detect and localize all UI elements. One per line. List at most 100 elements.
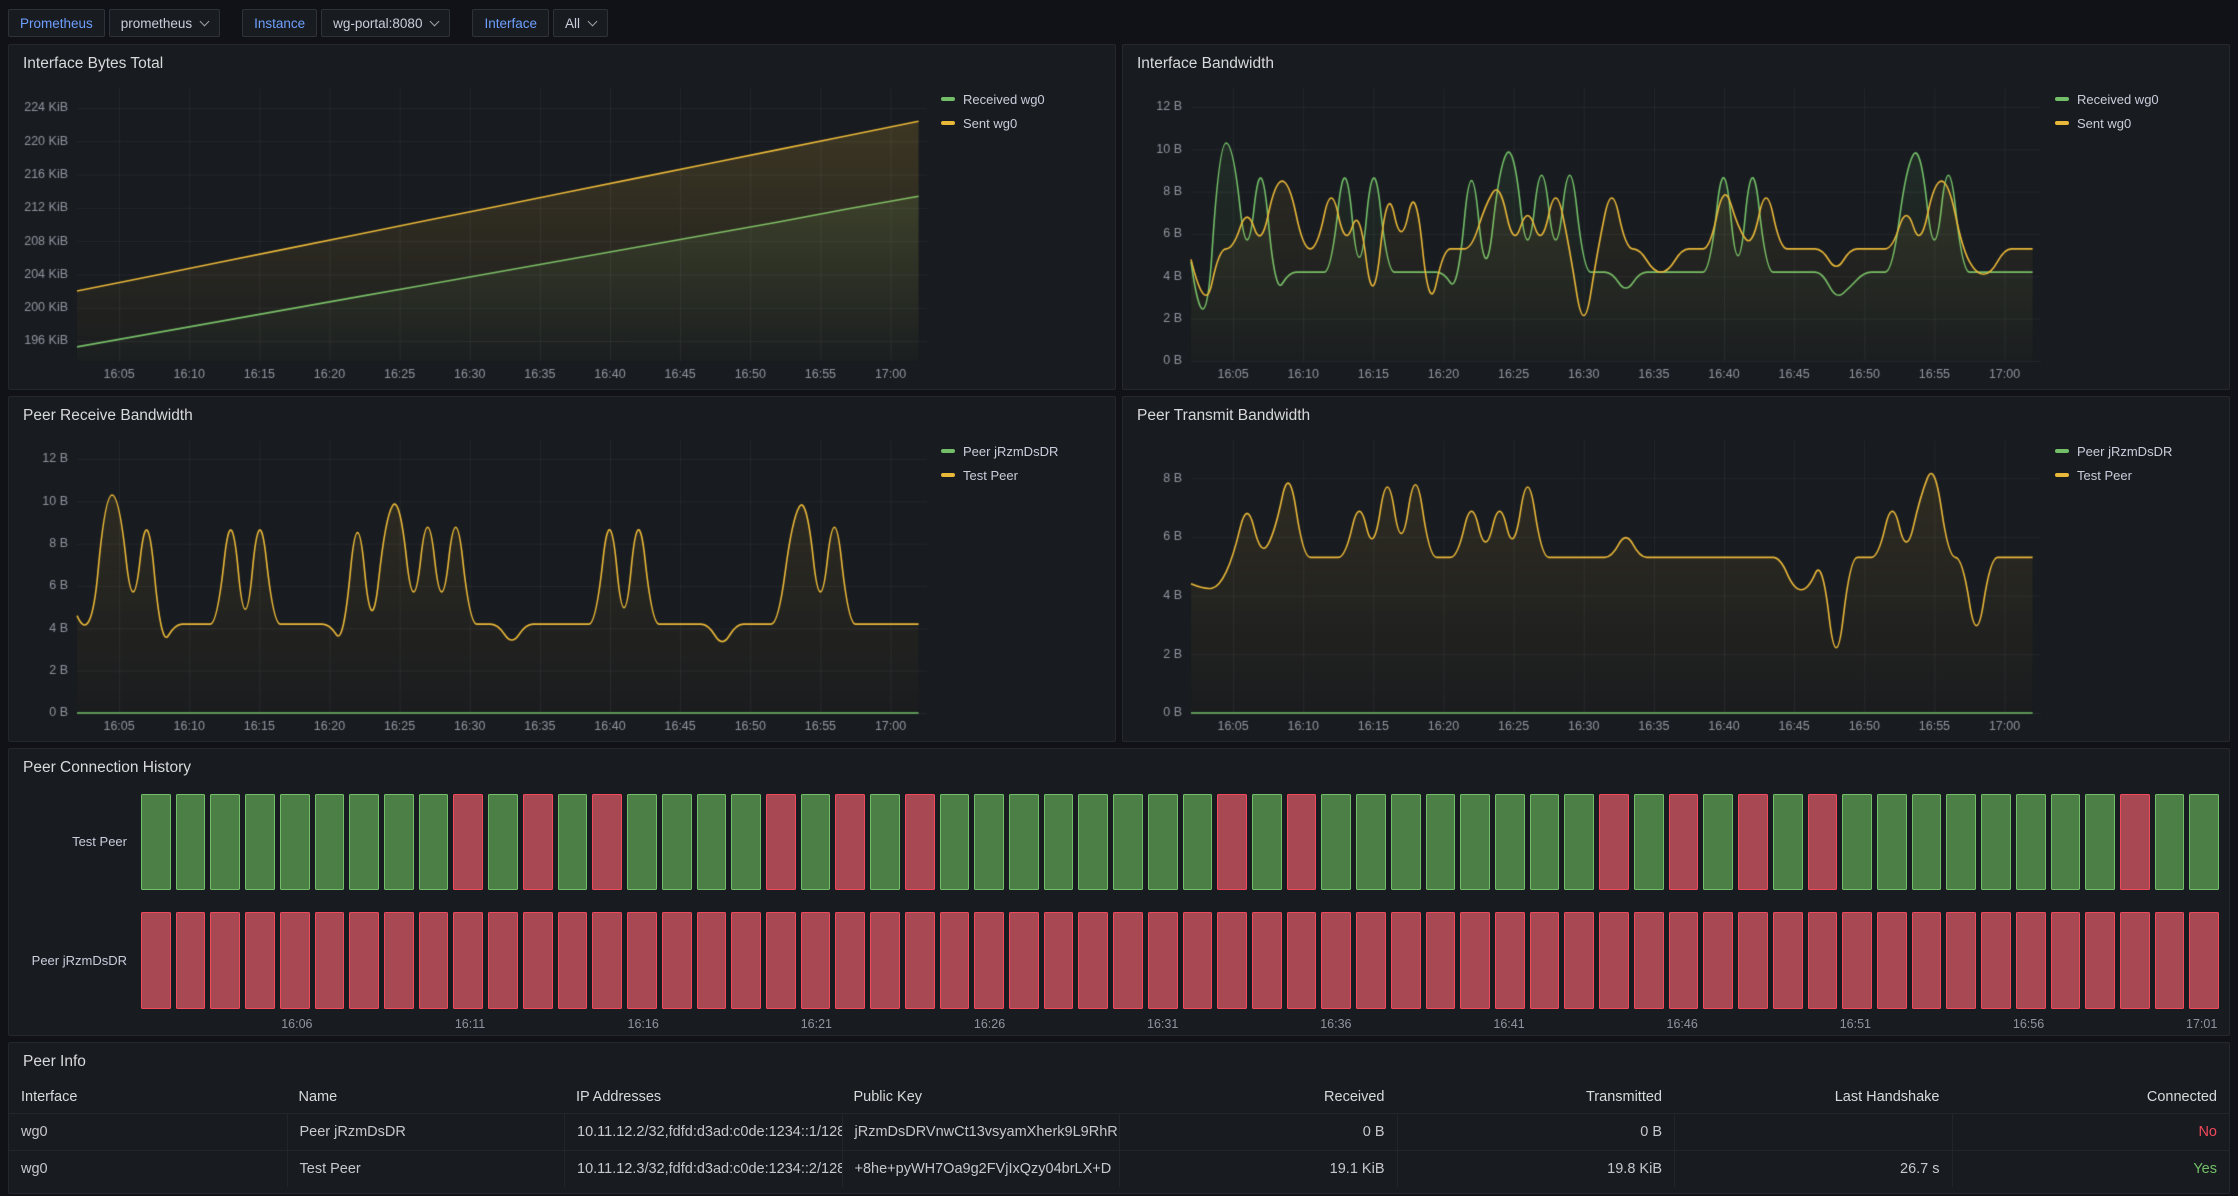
status-bar-connected (2189, 793, 2220, 891)
time-axis-label: 16:41 (1493, 1017, 1525, 1031)
table-body: wg0 Peer jRzmDsDR 10.11.12.2/32,fdfd:d3ad:… (9, 1112, 2230, 1187)
time-axis-label: 16:46 (1666, 1017, 1698, 1031)
chart-legend: Peer jRzmDsDR Test Peer (2049, 430, 2221, 737)
legend-item[interactable]: Test Peer (2055, 468, 2217, 483)
variable-label-interface: Interface (472, 9, 549, 37)
table-cell: Yes (1951, 1150, 2230, 1187)
series-color-swatch (2055, 449, 2069, 454)
status-bar-disconnected (1495, 912, 1525, 1009)
status-bar-disconnected (1807, 912, 1838, 1009)
column-header-name[interactable]: Name (298, 1088, 338, 1105)
status-row-label: Test Peer (72, 834, 127, 850)
status-bar-connected (1911, 793, 1942, 891)
status-bar-connected (1182, 793, 1213, 891)
table-header-row: Interface Name IP Addresses Public Key Recei… (9, 1080, 2229, 1113)
table-cell: 0 B (1396, 1113, 1675, 1150)
status-bar-disconnected (418, 912, 449, 1009)
panel-peer-receive-bandwidth: Peer Receive Bandwidth Peer jRzmDsDR Test… (8, 396, 1116, 742)
interface-bandwidth-chart[interactable] (1129, 77, 2049, 385)
interface-dropdown[interactable]: All (552, 9, 608, 37)
status-bar-disconnected (1842, 912, 1872, 1009)
status-bar-disconnected (314, 912, 345, 1009)
status-bar-connected (349, 793, 380, 891)
prometheus-datasource-dropdown[interactable]: prometheus (108, 9, 221, 37)
table-cell: 10.11.12.2/32,fdfd:d3ad:c0de:1234::1/128 (564, 1113, 842, 1150)
series-color-swatch (941, 449, 955, 454)
status-bar-connected (1390, 793, 1421, 891)
legend-item[interactable]: Received wg0 (941, 92, 1103, 107)
status-bar-disconnected (1286, 912, 1317, 1009)
status-bar-connected (210, 793, 241, 891)
peer-transmit-bandwidth-chart[interactable] (1129, 429, 2049, 737)
legend-item[interactable]: Peer jRzmDsDR (941, 444, 1103, 459)
legend-item[interactable]: Sent wg0 (2055, 116, 2217, 131)
status-bar-disconnected (696, 912, 727, 1009)
column-header-interface[interactable]: Interface (21, 1088, 78, 1105)
time-axis-label: 16:51 (1839, 1017, 1871, 1031)
legend-item[interactable]: Peer jRzmDsDR (2055, 444, 2217, 459)
status-bar-disconnected (2085, 912, 2115, 1009)
series-color-swatch (2055, 473, 2069, 478)
panel-peer-info: Peer Info Interface Name IP Addresses Publi… (8, 1042, 2230, 1194)
status-bar-disconnected (1738, 793, 1768, 891)
legend-item[interactable]: Test Peer (941, 468, 1103, 483)
status-bar-disconnected (557, 912, 588, 1009)
status-bar-disconnected (1668, 793, 1699, 891)
legend-label: Received wg0 (963, 91, 1045, 107)
status-bar-connected (1703, 793, 1734, 891)
status-bar-connected (1495, 793, 1525, 891)
status-bar-disconnected (835, 912, 866, 1009)
status-bar-connected (418, 793, 449, 891)
legend-item[interactable]: Sent wg0 (941, 116, 1103, 131)
status-bar-disconnected (904, 912, 935, 1009)
instance-dropdown[interactable]: wg-portal:8080 (321, 9, 451, 37)
variable-group-interface: Interface All (472, 9, 608, 37)
legend-label: Sent wg0 (963, 115, 1018, 131)
dropdown-value: prometheus (120, 15, 193, 31)
status-bar-disconnected (1460, 912, 1491, 1009)
status-bar-disconnected (800, 912, 831, 1009)
status-bars (141, 793, 2220, 891)
column-header-connected[interactable]: Connected (2146, 1088, 2217, 1105)
status-bar-disconnected (1356, 912, 1386, 1009)
status-bar-disconnected (1911, 912, 1942, 1009)
column-header-received[interactable]: Received (1324, 1088, 1385, 1105)
status-bar-disconnected (1286, 793, 1317, 891)
table-cell: Peer jRzmDsDR (286, 1113, 565, 1150)
column-header-ip-addresses[interactable]: IP Addresses (576, 1088, 662, 1105)
table-cell: Test Peer (286, 1150, 565, 1187)
status-bar-connected (1008, 793, 1039, 891)
status-bar-connected (1981, 793, 2011, 891)
status-bar-connected (279, 793, 310, 891)
legend-label: Test Peer (963, 467, 1018, 483)
chevron-down-icon (199, 16, 210, 26)
interface-bytes-total-chart[interactable] (15, 77, 935, 385)
column-header-transmitted[interactable]: Transmitted (1585, 1088, 1662, 1105)
table-cell: 19.8 KiB (1396, 1150, 1675, 1187)
status-bar-connected (141, 793, 171, 891)
peer-receive-bandwidth-chart[interactable] (15, 429, 935, 737)
variable-label-prometheus: Prometheus (8, 9, 105, 37)
status-bar-disconnected (1390, 912, 1421, 1009)
legend-item[interactable]: Received wg0 (2055, 92, 2217, 107)
status-bar-connected (870, 793, 900, 891)
status-bar-disconnected (175, 912, 206, 1009)
time-axis-label: 16:31 (1147, 1017, 1179, 1031)
status-bar-disconnected (1981, 912, 2011, 1009)
series-color-swatch (941, 97, 955, 102)
status-bar-disconnected (904, 793, 935, 891)
status-bar-connected (661, 793, 692, 891)
status-bar-disconnected (1425, 912, 1456, 1009)
column-header-public-key[interactable]: Public Key (853, 1088, 923, 1105)
status-bar-connected (2085, 793, 2115, 891)
status-bar-connected (1772, 793, 1803, 891)
dropdown-value: All (564, 15, 580, 31)
panel-title: Peer Connection History (23, 759, 191, 776)
table-cell: 26.7 s (1674, 1150, 1952, 1187)
status-row-peer-jrzmdsdr: Peer jRzmDsDR (9, 912, 2220, 1009)
panel-interface-bandwidth: Interface Bandwidth Received wg0 Sent wg0 (1122, 44, 2230, 390)
column-header-last-handshake[interactable]: Last Handshake (1834, 1088, 1940, 1105)
status-bar-disconnected (974, 912, 1004, 1009)
status-bar-disconnected (1113, 912, 1143, 1009)
